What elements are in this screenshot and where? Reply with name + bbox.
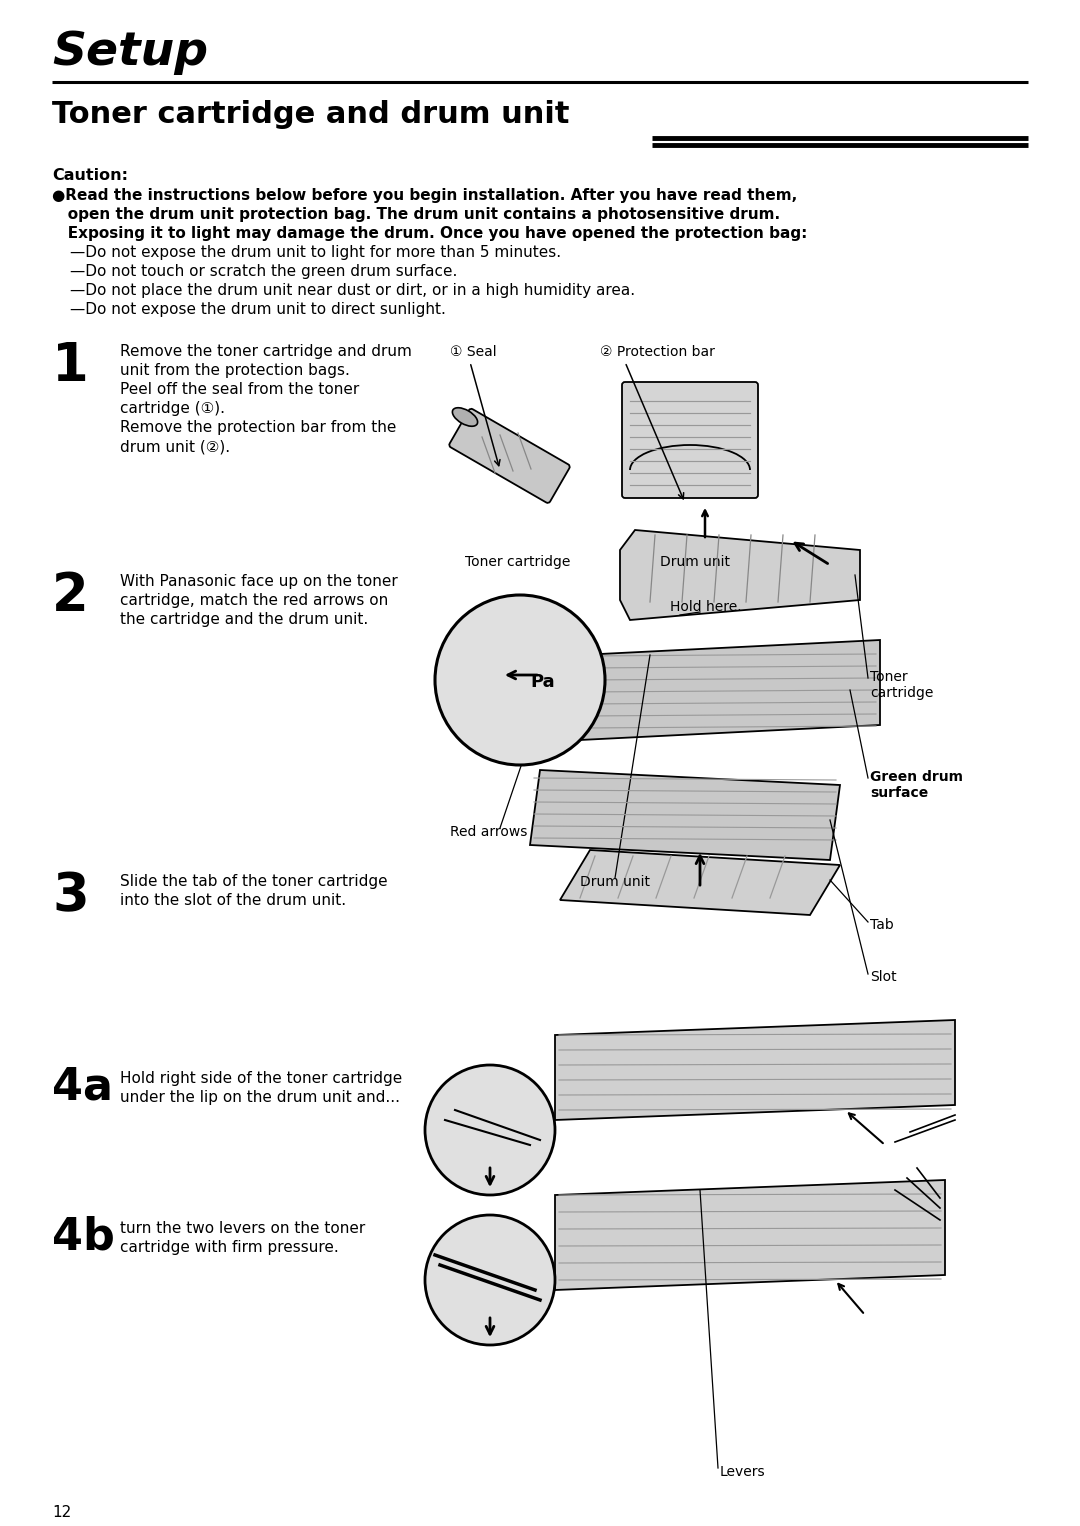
FancyBboxPatch shape — [622, 382, 758, 497]
Text: 3: 3 — [52, 870, 89, 922]
Text: Red arrows: Red arrows — [450, 826, 527, 839]
Text: cartridge with firm pressure.: cartridge with firm pressure. — [120, 1241, 339, 1254]
Text: —Do not expose the drum unit to light for more than 5 minutes.: —Do not expose the drum unit to light fo… — [70, 246, 562, 259]
Text: Setup: Setup — [52, 31, 208, 75]
FancyBboxPatch shape — [449, 409, 570, 504]
Text: unit from the protection bags.: unit from the protection bags. — [120, 363, 350, 378]
Circle shape — [435, 595, 605, 765]
Text: —Do not touch or scratch the green drum surface.: —Do not touch or scratch the green drum … — [70, 264, 457, 279]
Text: Green drum
surface: Green drum surface — [870, 771, 963, 800]
Text: ② Protection bar: ② Protection bar — [600, 345, 715, 359]
Text: 12: 12 — [52, 1505, 71, 1520]
Text: under the lip on the drum unit and...: under the lip on the drum unit and... — [120, 1090, 400, 1105]
Text: Caution:: Caution: — [52, 168, 129, 183]
Text: turn the two levers on the toner: turn the two levers on the toner — [120, 1221, 365, 1236]
Text: drum unit (②).: drum unit (②). — [120, 439, 230, 455]
Text: cartridge (①).: cartridge (①). — [120, 401, 225, 417]
Text: Drum unit: Drum unit — [580, 874, 650, 890]
Text: Hold right side of the toner cartridge: Hold right side of the toner cartridge — [120, 1071, 402, 1087]
Text: Tab: Tab — [870, 919, 894, 932]
Polygon shape — [620, 530, 860, 620]
Text: Drum unit: Drum unit — [660, 555, 730, 569]
Text: cartridge, match the red arrows on: cartridge, match the red arrows on — [120, 594, 388, 607]
Text: Slide the tab of the toner cartridge: Slide the tab of the toner cartridge — [120, 874, 388, 890]
Text: ① Seal: ① Seal — [450, 345, 497, 359]
Text: Toner cartridge and drum unit: Toner cartridge and drum unit — [52, 101, 569, 130]
Text: Toner
cartridge: Toner cartridge — [870, 670, 933, 700]
Polygon shape — [555, 1180, 945, 1289]
Text: —Do not expose the drum unit to direct sunlight.: —Do not expose the drum unit to direct s… — [70, 302, 446, 317]
Polygon shape — [470, 639, 561, 720]
Text: 1: 1 — [52, 340, 89, 392]
Text: Peel off the seal from the toner: Peel off the seal from the toner — [120, 382, 360, 397]
Text: 4a: 4a — [52, 1065, 113, 1108]
Polygon shape — [580, 639, 880, 740]
Text: —Do not place the drum unit near dust or dirt, or in a high humidity area.: —Do not place the drum unit near dust or… — [70, 282, 635, 298]
Text: Exposing it to light may damage the drum. Once you have opened the protection ba: Exposing it to light may damage the drum… — [52, 226, 808, 241]
Text: Remove the protection bar from the: Remove the protection bar from the — [120, 420, 396, 435]
Circle shape — [426, 1215, 555, 1344]
Polygon shape — [555, 1019, 955, 1120]
Circle shape — [426, 1065, 555, 1195]
Text: ●Read the instructions below before you begin installation. After you have read : ●Read the instructions below before you … — [52, 188, 797, 203]
Text: Hold here.: Hold here. — [670, 600, 742, 613]
Text: Remove the toner cartridge and drum: Remove the toner cartridge and drum — [120, 343, 411, 359]
Text: the cartridge and the drum unit.: the cartridge and the drum unit. — [120, 612, 368, 627]
Text: Toner cartridge: Toner cartridge — [465, 555, 570, 569]
Polygon shape — [530, 771, 840, 861]
Text: Pa: Pa — [530, 673, 555, 691]
Text: Slot: Slot — [870, 971, 896, 984]
Ellipse shape — [453, 407, 477, 426]
Text: With Panasonic face up on the toner: With Panasonic face up on the toner — [120, 574, 397, 589]
Text: Levers: Levers — [720, 1465, 766, 1479]
Polygon shape — [561, 850, 840, 916]
Text: into the slot of the drum unit.: into the slot of the drum unit. — [120, 893, 346, 908]
Text: 2: 2 — [52, 571, 89, 623]
Text: 4b: 4b — [52, 1215, 114, 1257]
Text: open the drum unit protection bag. The drum unit contains a photosensitive drum.: open the drum unit protection bag. The d… — [52, 208, 780, 221]
